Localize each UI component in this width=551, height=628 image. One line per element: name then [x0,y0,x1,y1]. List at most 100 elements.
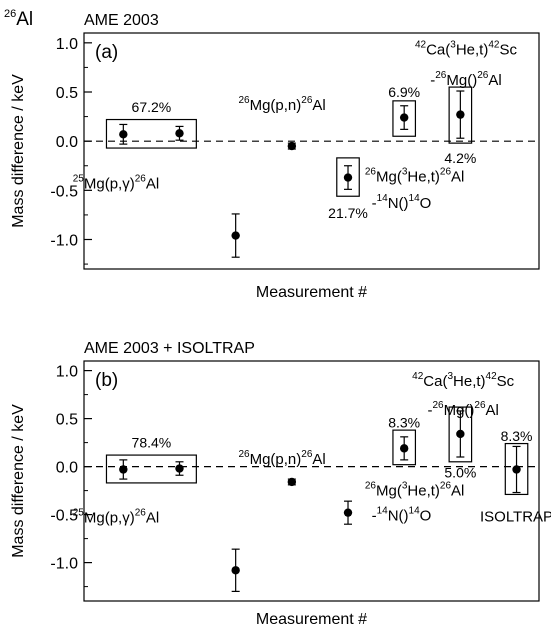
isotope-label: 26Al [4,8,33,30]
data-point [231,231,240,240]
mass-number: 42 [488,40,500,51]
mass-number: 26 [301,95,313,106]
mass-number: 26 [365,167,377,178]
weight-percent-label: 4.2% [444,150,476,166]
mass-number: 26 [432,400,444,411]
panel-title: AME 2003 [84,12,159,29]
data-point [456,110,465,119]
mass-number: 42 [415,40,427,51]
mass-number: 26 [474,400,486,411]
mass-number: 42 [412,371,424,382]
reaction-text: Sc [497,373,515,390]
reaction-text: Mg( [376,483,402,500]
mass-number: 3 [450,40,456,51]
reaction-text: Al [312,97,325,114]
data-point [399,444,409,453]
reaction-text: Al [146,509,159,526]
mass-number: 26 [135,173,147,184]
x-axis-label: Measurement # [256,284,367,301]
reaction-text: Al [451,169,464,186]
y-tick-label: 0.5 [56,412,78,429]
mass-number: 26 [238,449,250,460]
data-point [512,465,521,474]
mass-number: 14 [409,193,421,204]
reaction-label: 26Mg(p,n)26Al [238,449,325,468]
y-tick-label: -1.0 [50,556,78,573]
reaction-text: He,t) [456,42,489,59]
reaction-label: -14N()14O [372,193,432,212]
reaction-label: 26Mg(3He,t)26Al [365,167,465,186]
weight-percent-label: 21.7% [328,205,368,221]
y-tick-label: 0.0 [56,460,78,477]
reaction-text: ) [130,509,135,526]
y-tick-label: 1.0 [56,364,78,381]
mass-number: 25 [73,507,85,518]
reaction-text: N() [388,195,409,212]
data-point [175,129,184,138]
mass-number: 26 [238,95,250,106]
mass-number: 3 [447,371,453,382]
reaction-label: -26Mg()26Al [427,400,498,419]
panel-title: AME 2003 + ISOLTRAP [84,340,255,357]
y-axis-label: Mass difference / keV [10,404,27,558]
reaction-text: N() [388,508,409,525]
reaction-text: Sc [499,42,517,59]
mass-number: 26 [435,70,447,81]
x-axis-label: Measurement # [256,611,367,628]
reaction-text: Mg(p,n) [250,451,302,468]
weight-percent-label: 67.2% [132,99,172,115]
weight-percent-label: 8.3% [388,414,420,430]
data-point [231,566,240,575]
reaction-label: 25Mg(p,γ)26Al [73,173,159,192]
reaction-text: ISOLTRAP [480,509,551,526]
reaction-dash: - [427,402,432,419]
mass-number: 42 [486,371,498,382]
panel-label: (a) [95,42,118,63]
reaction-label: ISOLTRAP [480,509,551,526]
reaction-text: He,t) [407,483,440,500]
reaction-text: O [420,508,432,525]
weight-box [392,429,417,466]
reaction-text: Al [451,483,464,500]
panel-a: AME 2003 -1.0 -0.5 0.0 0.5 1.0 Mass difference… [10,12,540,301]
mass-number: 3 [402,481,408,492]
data-point [175,464,184,473]
reaction-label: 26Mg(3He,t)26Al [365,481,465,500]
reaction-text: Mg(p, [84,175,122,192]
data-point [119,465,128,474]
y-tick-label: -0.5 [50,183,78,200]
reaction-text: He,t) [407,169,440,186]
reaction-label: -14N()14O [372,506,432,525]
mass-number: 26 [301,449,313,460]
y-tick-label: -1.0 [50,233,78,250]
reaction-label: 42Ca(3He,t)42Sc [412,371,515,390]
plot-frame [83,360,540,602]
mass-number: 26 [135,507,147,518]
reaction-text: Ca( [423,373,447,390]
isotope-symbol: Al [16,9,33,30]
reaction-text: Mg(p, [84,509,122,526]
reaction-text: Mg(p,n) [250,97,302,114]
reaction-dash: - [372,508,377,525]
reaction-greek: γ [122,509,130,526]
reaction-text: Mg() [446,72,477,89]
reaction-text: Ca( [426,42,450,59]
isotope-mass: 26 [4,8,16,20]
weight-percent-label: 8.3% [501,428,533,444]
data-point [119,130,128,139]
data-point [343,173,353,182]
panel-b: AME 2003 + ISOLTRAP -1.0 -0.5 0.0 0.5 1.0 Mass… [10,340,551,628]
weight-box [392,100,417,137]
reaction-label: 26Mg(p,n)26Al [238,95,325,114]
y-tick-label: 0.0 [56,134,78,151]
weight-percent-label: 78.4% [132,435,172,451]
weight-percent-label: 6.9% [388,84,420,100]
mass-number: 26 [440,167,452,178]
mass-number: 3 [402,167,408,178]
weight-box [105,454,197,484]
reaction-greek: γ [122,175,130,192]
reaction-dash: - [430,72,435,89]
y-tick-label: -0.5 [50,508,78,525]
data-point [287,477,297,487]
